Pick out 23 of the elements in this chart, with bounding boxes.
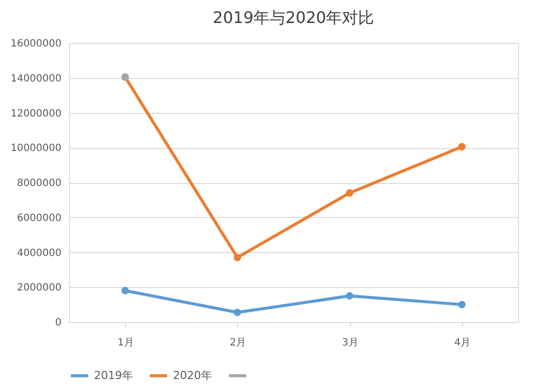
- y-tick-label: 12000000: [10, 108, 62, 120]
- legend-label: 2020年: [173, 368, 212, 382]
- point: [458, 143, 466, 150]
- legend-label: 2019年: [94, 368, 133, 382]
- x-tick-label: 1月: [117, 338, 134, 348]
- y-tick-label: 14000000: [10, 73, 62, 84]
- point: [346, 189, 354, 197]
- y-tick-label: 6000000: [16, 212, 62, 224]
- point: [234, 254, 242, 262]
- point: [234, 308, 242, 316]
- x-tick-label: 4月: [454, 338, 471, 348]
- y-tick-label: 0: [55, 318, 62, 328]
- y-tick-label: 2000000: [16, 282, 62, 294]
- x-tick-label: 2月: [230, 338, 246, 348]
- point: [346, 292, 354, 300]
- chart-title: 2019年与2020年对比: [212, 8, 374, 27]
- point: [458, 300, 466, 308]
- y-tick-label: 16000000: [10, 38, 62, 50]
- point: [121, 286, 129, 294]
- x-tick-label: 3月: [342, 338, 358, 348]
- y-tick-label: 10000000: [10, 143, 62, 154]
- y-tick-label: 8000000: [16, 178, 62, 189]
- y-tick-label: 4000000: [16, 248, 62, 259]
